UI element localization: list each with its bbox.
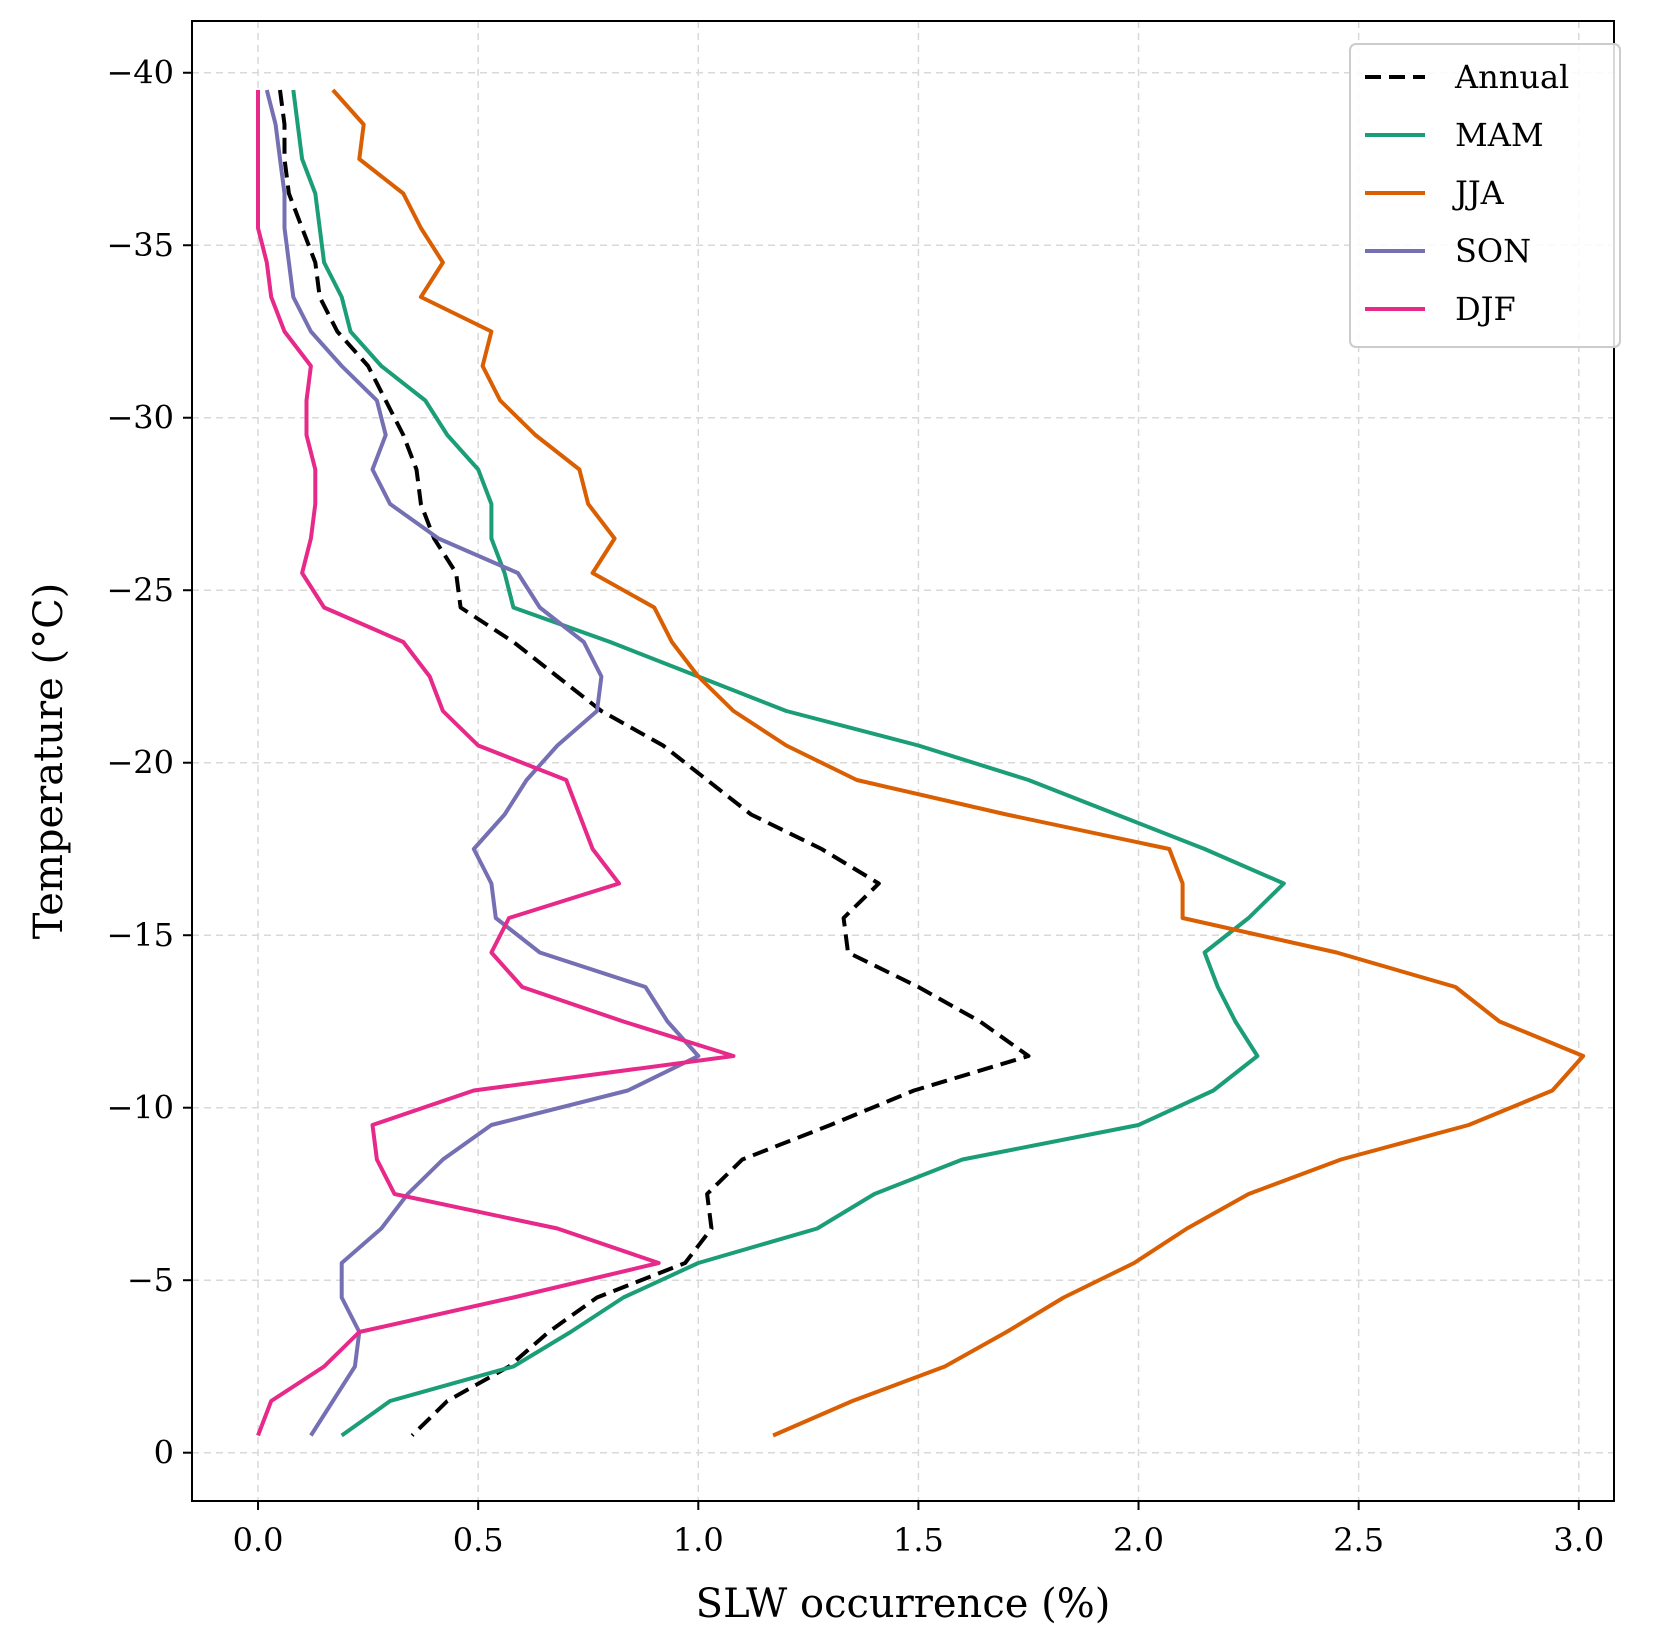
y-tick-label: −10 [106, 1089, 174, 1127]
y-axis-title: Temperature (°C) [26, 583, 72, 940]
y-tick-label: −40 [106, 54, 174, 92]
x-axis-title: SLW occurrence (%) [696, 1581, 1111, 1627]
x-tick-label: 0.5 [453, 1521, 504, 1559]
plot-frame [191, 20, 1615, 1502]
y-tick-label: −20 [106, 744, 174, 782]
y-tick-label: 0 [154, 1434, 174, 1472]
y-tick-label: −30 [106, 399, 174, 437]
series-line-son [264, 89, 701, 1437]
legend-label-jja: JJA [1452, 174, 1505, 212]
y-tick-label: −35 [106, 226, 174, 264]
x-tick-label: 2.0 [1113, 1521, 1164, 1559]
legend-label-annual: Annual [1454, 58, 1569, 96]
x-tick-label: 0.0 [233, 1521, 284, 1559]
x-tick-label: 1.0 [673, 1521, 724, 1559]
series-line-mam [291, 89, 1286, 1438]
legend-label-mam: MAM [1455, 116, 1544, 154]
ticks: 0.0 0.5 1.0 1.5 2.0 2.5 3.0 −40 −35 −30 −25 −20 −15 −… [106, 54, 1604, 1559]
x-tick-label: 1.5 [893, 1521, 944, 1559]
y-tick-label: −5 [127, 1261, 174, 1299]
series-line-jja [331, 88, 1586, 1438]
y-tick-label: −25 [106, 571, 174, 609]
series-line-djf [256, 90, 736, 1437]
y-tick-label: −15 [106, 916, 174, 954]
legend-label-djf: DJF [1455, 290, 1516, 328]
series-lines [256, 88, 1586, 1438]
x-tick-label: 3.0 [1553, 1521, 1604, 1559]
legend: Annual MAM JJA SON DJF [1349, 43, 1621, 348]
x-tick-label: 2.5 [1333, 1521, 1384, 1559]
legend-box [1349, 43, 1621, 348]
legend-label-son: SON [1455, 232, 1531, 270]
